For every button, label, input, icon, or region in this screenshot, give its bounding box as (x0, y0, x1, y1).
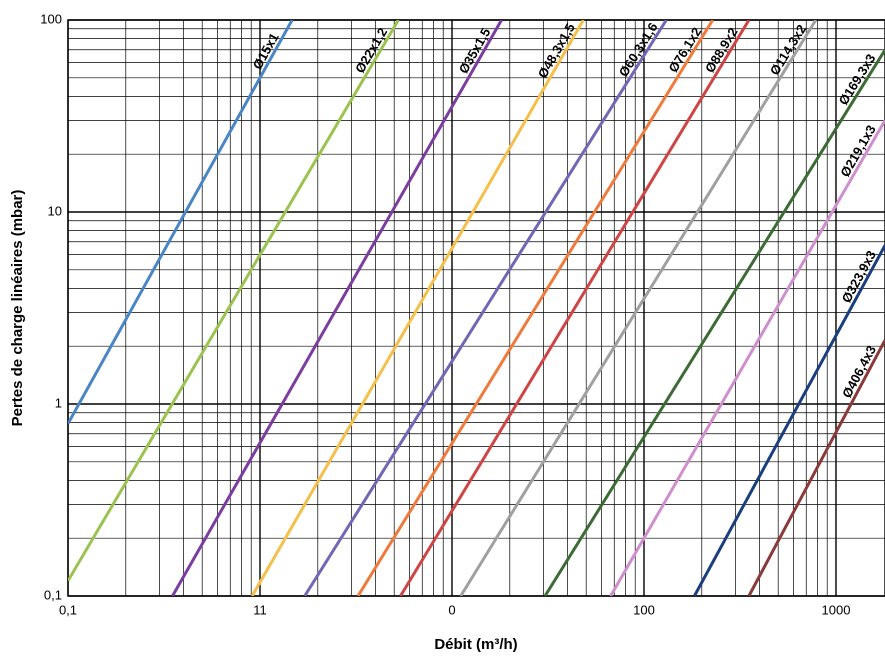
curve-label: Ø15x1 (250, 30, 282, 71)
curve (303, 20, 668, 596)
curve (68, 20, 294, 425)
x-tick-label: 0 (448, 602, 455, 617)
grid (67, 19, 885, 597)
y-tick-label: 1 (55, 395, 62, 410)
curve (68, 20, 400, 582)
plot-area: Ø15x1 Ø22x1,2 Ø35x1,5 Ø48,3x1,5 Ø60,3x1,6 Ø76… (68, 20, 885, 596)
x-tick-label: 11 (253, 602, 267, 617)
x-tick-label: 100 (633, 602, 655, 617)
curve (747, 339, 885, 596)
y-tick-label: 10 (48, 203, 62, 218)
curve (609, 119, 885, 596)
x-tick-label: 0,1 (59, 602, 77, 617)
x-tick-label: 1000 (822, 602, 851, 617)
plot-frame (67, 19, 885, 597)
curve (459, 20, 818, 596)
y-axis-title: Pertes de charge linéaires (mbar) (9, 190, 26, 427)
curve (356, 20, 714, 596)
curve (399, 20, 751, 596)
curve-label: Ø219,1x3 (837, 122, 879, 179)
x-axis-title: Débit (m³/h) (434, 636, 517, 653)
curve-label: Ø169,3x3 (836, 51, 879, 107)
y-tick-label: 0,1 (44, 587, 62, 602)
curve-label: Ø48,3x1,5 (535, 21, 578, 81)
curve (543, 49, 885, 596)
curve (693, 244, 885, 596)
curve (250, 20, 585, 596)
curve (171, 20, 503, 596)
y-tick-label: 100 (40, 11, 62, 26)
